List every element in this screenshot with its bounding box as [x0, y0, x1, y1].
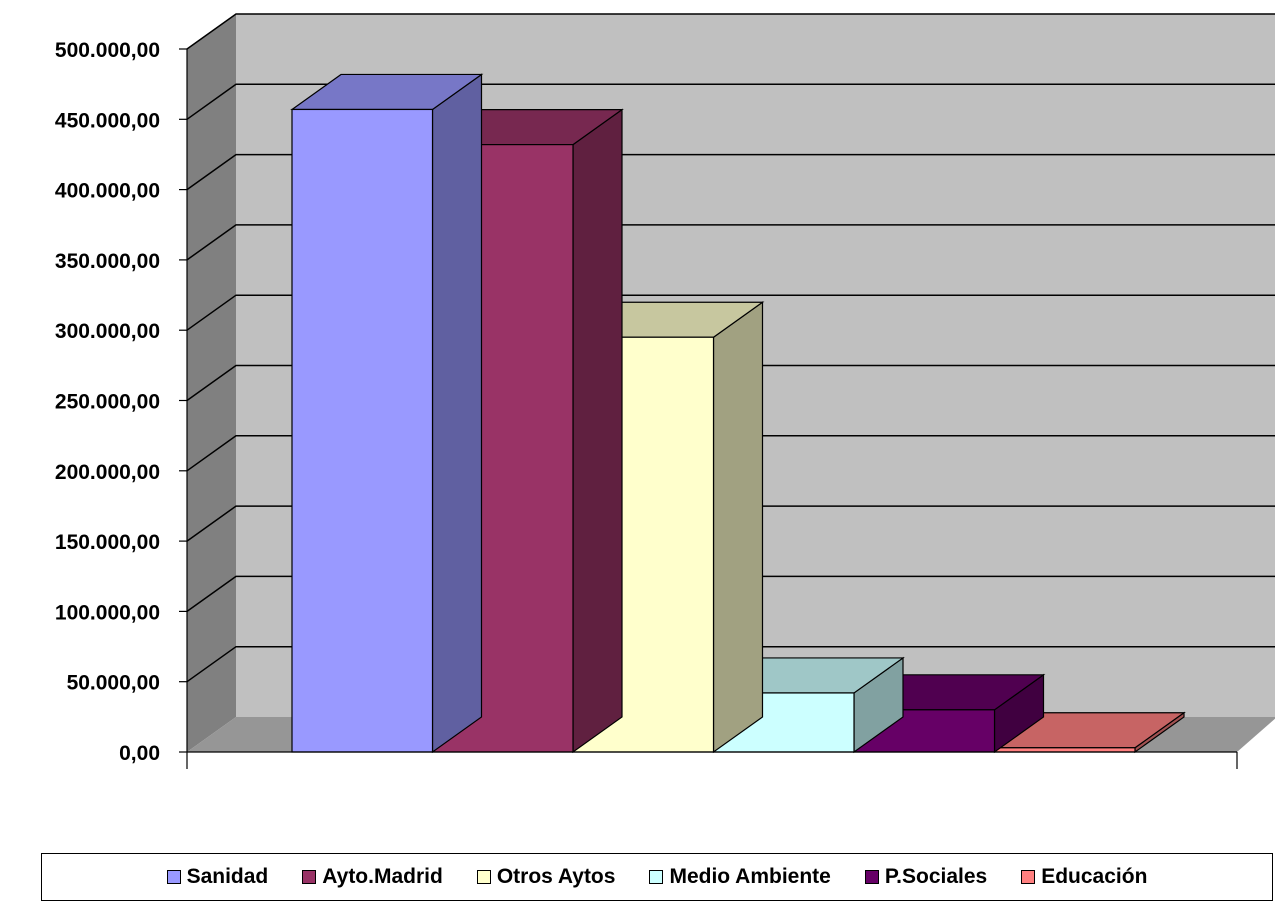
legend-label: Otros Aytos	[497, 865, 616, 889]
bar-side	[714, 302, 763, 752]
legend-swatch	[167, 870, 181, 884]
legend-swatch	[477, 870, 491, 884]
y-tick-label: 0,00	[119, 742, 160, 765]
y-tick-label: 100.000,00	[55, 601, 160, 624]
chart-legend: Sanidad Ayto.Madrid Otros Aytos Medio Ambie…	[41, 853, 1273, 901]
legend-label: Medio Ambiente	[669, 865, 830, 889]
legend-label: P.Sociales	[885, 865, 987, 889]
y-tick-label: 450.000,00	[55, 109, 160, 132]
legend-item: Educación	[1021, 865, 1147, 889]
legend-label: Ayto.Madrid	[322, 865, 443, 889]
legend-swatch	[1021, 870, 1035, 884]
bar-side	[573, 110, 622, 752]
legend-swatch	[649, 870, 663, 884]
bar-side	[433, 74, 482, 752]
y-tick-label: 350.000,00	[55, 250, 160, 273]
legend-item: Sanidad	[167, 865, 269, 889]
legend-item: Ayto.Madrid	[302, 865, 443, 889]
y-tick-label: 150.000,00	[55, 531, 160, 554]
legend-item: Medio Ambiente	[649, 865, 830, 889]
legend-label: Educación	[1041, 865, 1147, 889]
legend-swatch	[865, 870, 879, 884]
bar-front	[995, 748, 1136, 752]
y-tick-label: 50.000,00	[67, 672, 160, 695]
chart-svg: 0,00 50.000,00 100.000,00 150.000,00 200.000…	[0, 0, 1275, 850]
y-tick-label: 200.000,00	[55, 461, 160, 484]
legend-label: Sanidad	[187, 865, 269, 889]
y-tick-label: 500.000,00	[55, 39, 160, 62]
legend-swatch	[302, 870, 316, 884]
y-tick-label: 400.000,00	[55, 180, 160, 203]
legend-item: Otros Aytos	[477, 865, 616, 889]
y-tick-label: 300.000,00	[55, 320, 160, 343]
bar-front	[292, 109, 433, 752]
bar-sanidad	[292, 74, 482, 752]
y-tick-label: 250.000,00	[55, 391, 160, 414]
legend-item: P.Sociales	[865, 865, 987, 889]
